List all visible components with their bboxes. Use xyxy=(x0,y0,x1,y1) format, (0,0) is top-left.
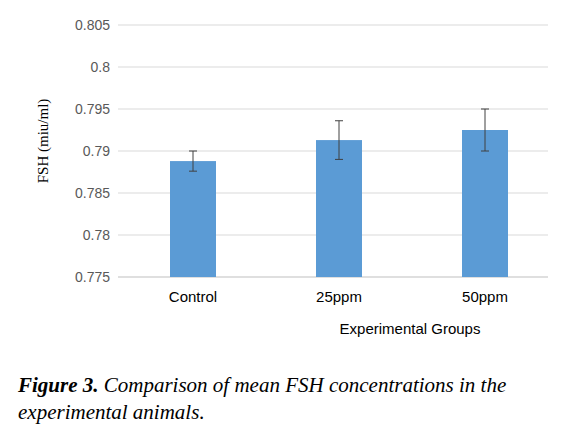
x-axis-label: Experimental Groups xyxy=(340,320,481,337)
grid-line xyxy=(118,109,548,110)
caption: Figure 3. Comparison of mean FSH concent… xyxy=(18,372,558,426)
tick-label: 0.78 xyxy=(83,227,110,243)
tick-label: 0.785 xyxy=(75,185,110,201)
bar xyxy=(316,140,362,277)
tick-label: 0.79 xyxy=(83,143,110,159)
y-axis-label: FSH (miu/ml) xyxy=(35,99,52,184)
grid-line xyxy=(118,67,548,68)
category-label: Control xyxy=(169,288,217,305)
tick-label: 0.795 xyxy=(75,101,110,117)
chart: 0.775 0.78 0.785 0.79 0.795 0.8 0.805 Control 25… xyxy=(0,0,563,360)
tick-label: 0.775 xyxy=(75,269,110,285)
bar xyxy=(170,161,216,277)
category-label: 50ppm xyxy=(462,288,508,305)
error-bar xyxy=(189,151,197,171)
bar xyxy=(462,130,508,277)
error-bar xyxy=(481,109,489,151)
caption-label: Figure 3. xyxy=(18,373,99,397)
category-label: 25ppm xyxy=(316,288,362,305)
error-bar xyxy=(335,121,343,160)
tick-label: 0.8 xyxy=(91,59,111,75)
bars xyxy=(170,109,508,277)
grid-line xyxy=(118,25,548,26)
tick-label: 0.805 xyxy=(75,17,110,33)
